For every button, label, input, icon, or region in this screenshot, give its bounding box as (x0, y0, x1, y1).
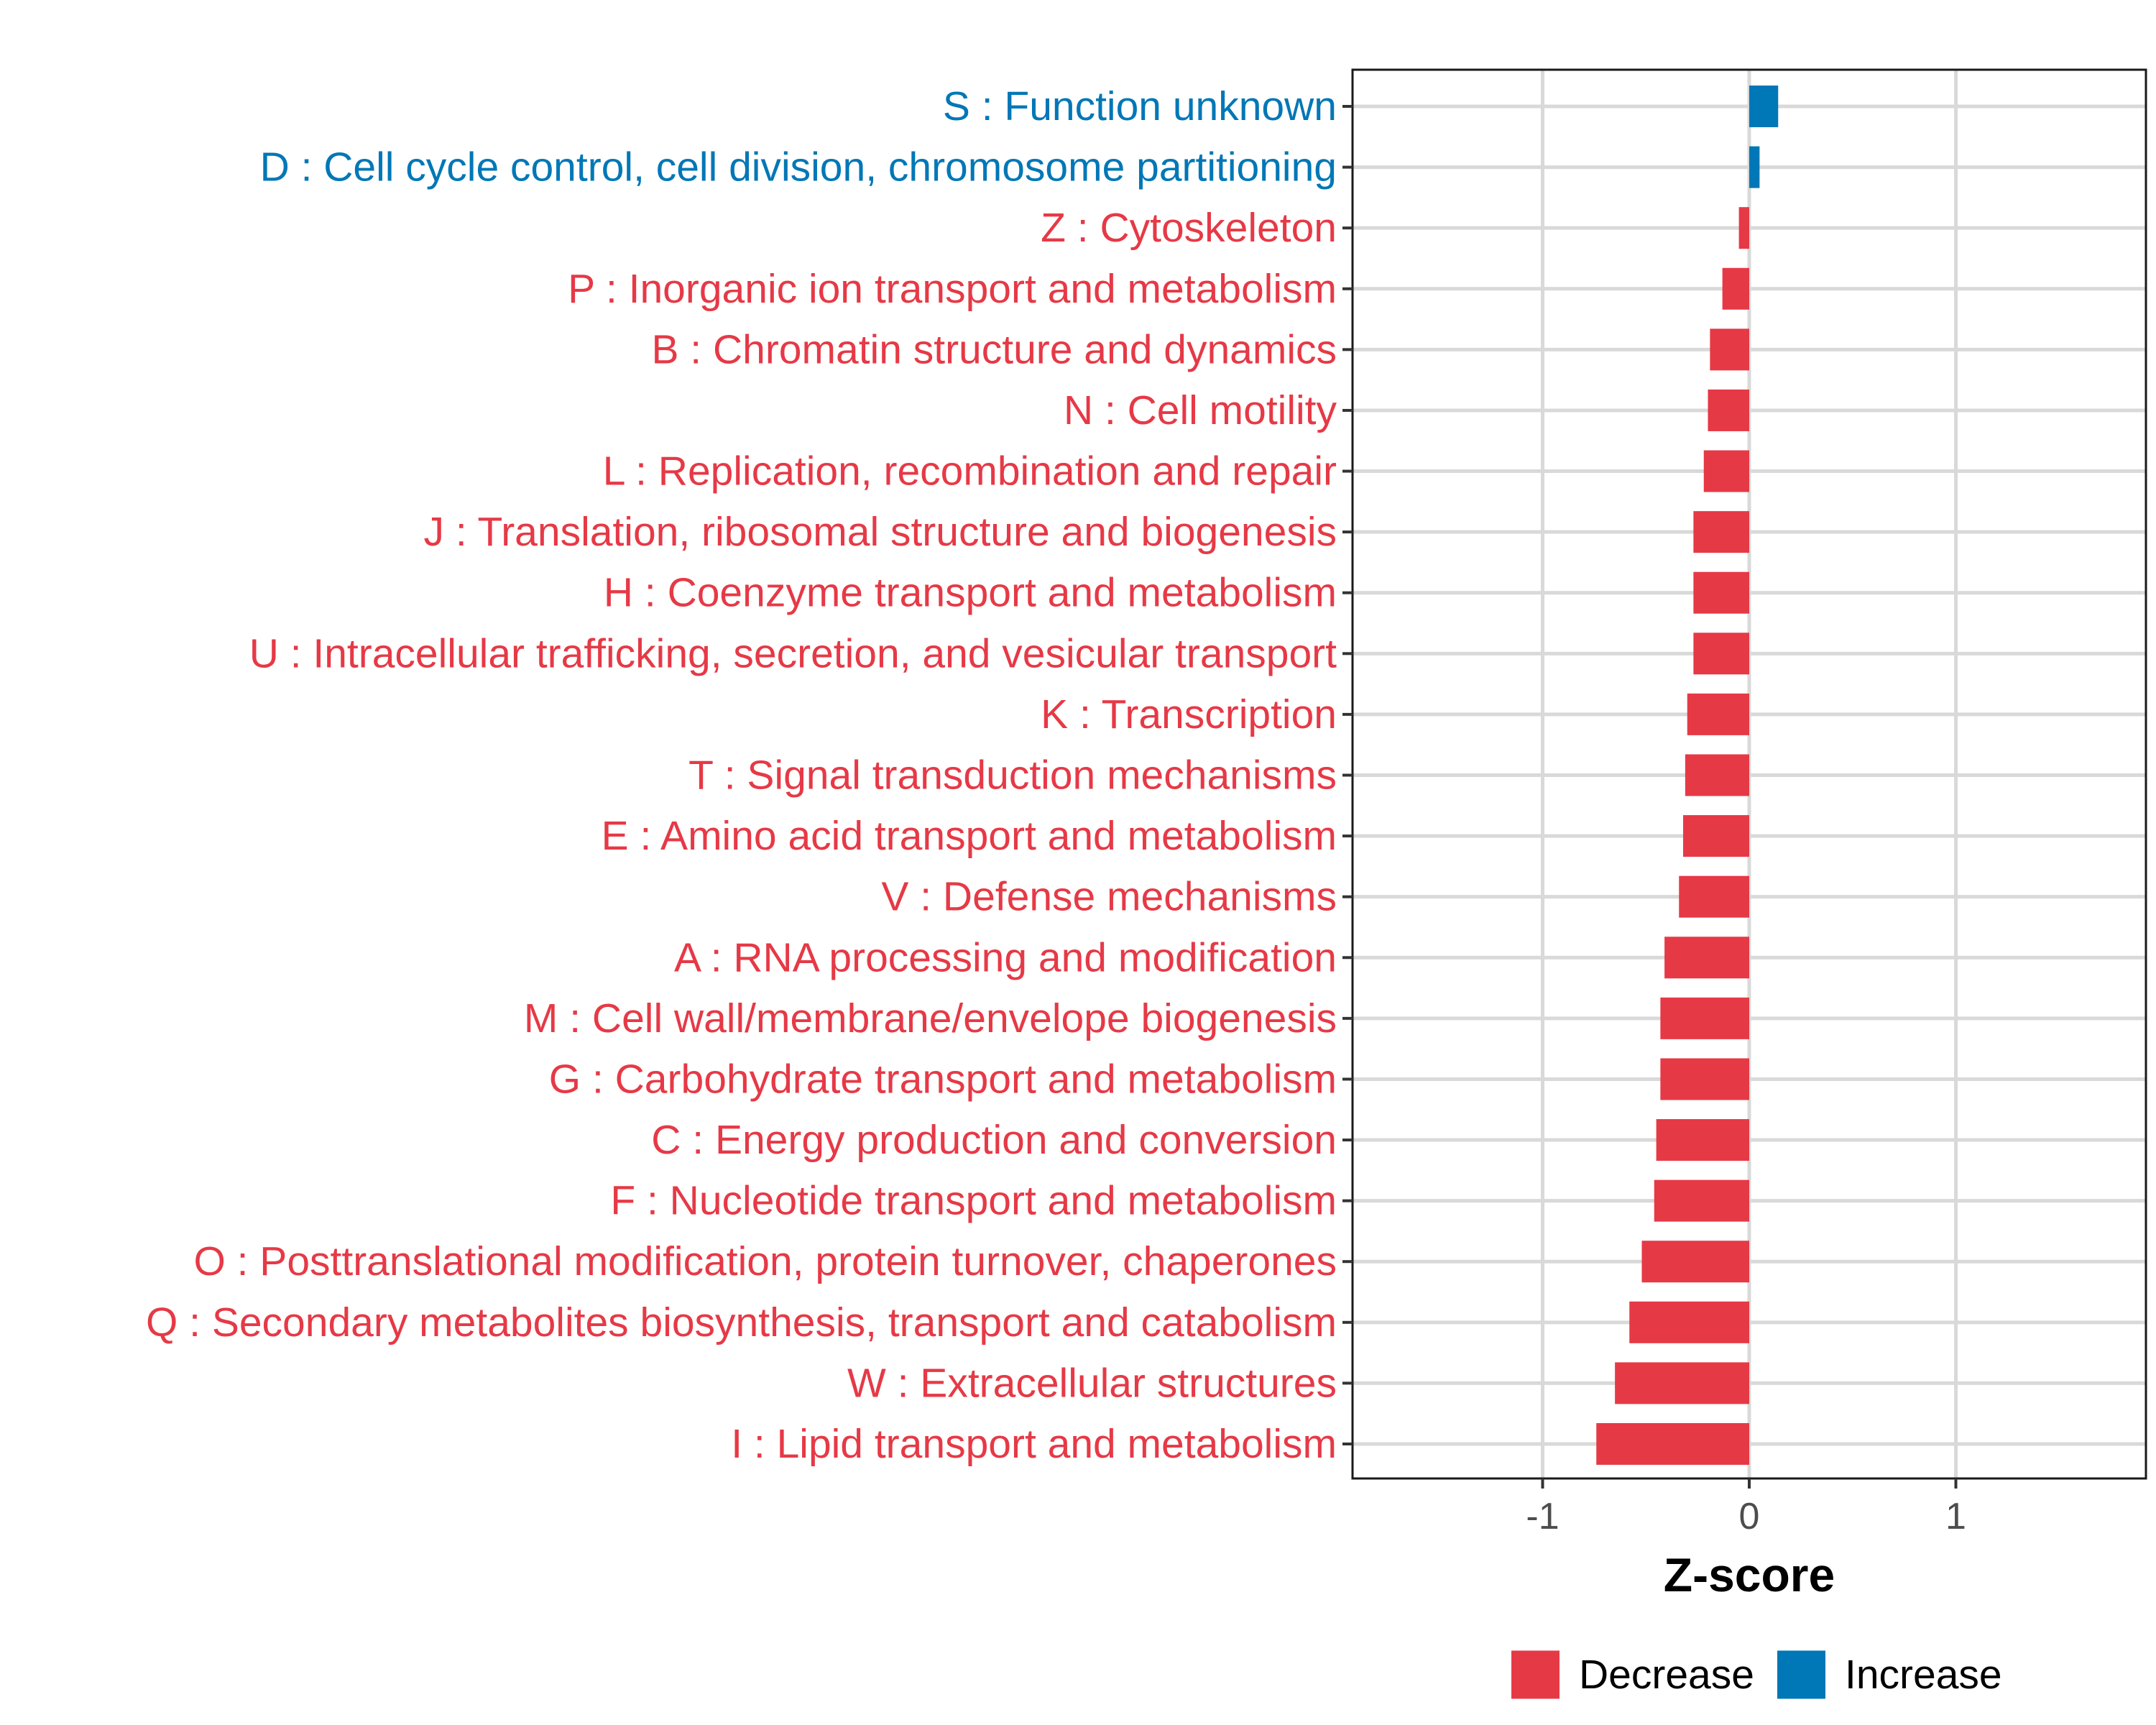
bar-b (1710, 328, 1749, 371)
bar-l (1703, 450, 1749, 492)
bar-u (1693, 632, 1749, 675)
y-tick-label: Z : Cytoskeleton (1041, 205, 1337, 251)
y-axis: S : Function unknown D : Cell cycle contr… (146, 83, 1353, 1467)
y-tick-label: O : Posttranslational modification, prot… (193, 1238, 1337, 1284)
legend-swatch-increase (1777, 1650, 1825, 1699)
bar-p (1722, 267, 1749, 310)
y-tick-label: F : Nucleotide transport and metabolism (610, 1178, 1337, 1224)
bar-q (1629, 1301, 1749, 1343)
bar-h (1693, 571, 1749, 614)
y-tick-label: J : Translation, ribosomal structure and… (424, 509, 1337, 555)
bar-layer (1596, 86, 1779, 1465)
bar-t (1685, 754, 1749, 796)
x-tick-label: 0 (1739, 1496, 1760, 1537)
x-tick-label: 1 (1945, 1496, 1966, 1537)
bar-n (1708, 389, 1749, 431)
legend: Decrease Increase (1511, 1650, 2002, 1699)
y-tick-label: H : Coenzyme transport and metabolism (604, 570, 1337, 616)
bar-z (1738, 207, 1749, 249)
x-tick-label: -1 (1526, 1496, 1559, 1537)
bar-a (1664, 937, 1749, 979)
bar-i (1596, 1423, 1749, 1465)
y-tick-label: V : Defense mechanisms (881, 874, 1337, 920)
bar-v (1679, 875, 1749, 918)
bar-w (1615, 1362, 1749, 1404)
y-tick-label: Q : Secondary metabolites biosynthesis, … (146, 1300, 1337, 1346)
y-tick-label: S : Function unknown (943, 83, 1337, 129)
y-tick-label: K : Transcription (1041, 691, 1337, 737)
y-tick-label: C : Energy production and conversion (651, 1117, 1337, 1163)
y-tick-label: G : Carbohydrate transport and metabolis… (549, 1056, 1337, 1102)
bar-m (1660, 997, 1749, 1039)
bar-j (1693, 511, 1749, 553)
y-tick-label: N : Cell motility (1064, 387, 1337, 433)
y-tick-label: E : Amino acid transport and metabolism (602, 813, 1337, 859)
y-tick-label: T : Signal transduction mechanisms (688, 753, 1337, 799)
bar-k (1687, 693, 1749, 735)
y-tick-label: A : RNA processing and modification (674, 934, 1337, 980)
y-tick-label: B : Chromatin structure and dynamics (651, 326, 1337, 372)
bar-c (1656, 1119, 1749, 1162)
y-tick-label: D : Cell cycle control, cell division, c… (260, 144, 1337, 190)
y-tick-label: U : Intracellular trafficking, secretion… (249, 630, 1337, 676)
bar-e (1683, 815, 1749, 857)
bar-g (1660, 1058, 1749, 1100)
bar-o (1641, 1241, 1749, 1283)
y-tick-label: W : Extracellular structures (847, 1360, 1337, 1406)
bar-f (1654, 1179, 1749, 1222)
x-axis: -1 0 1 (1526, 1478, 1966, 1537)
bar-s (1749, 86, 1779, 127)
legend-swatch-decrease (1511, 1650, 1560, 1699)
y-tick-label: P : Inorganic ion transport and metaboli… (568, 266, 1337, 312)
legend-label-decrease: Decrease (1579, 1652, 1754, 1698)
bar-d (1749, 146, 1760, 188)
legend-label-increase: Increase (1845, 1652, 2002, 1698)
y-tick-label: I : Lipid transport and metabolism (731, 1421, 1337, 1467)
y-tick-label: L : Replication, recombination and repai… (603, 448, 1337, 494)
x-axis-title: Z-score (1664, 1548, 1835, 1601)
y-tick-label: M : Cell wall/membrane/envelope biogenes… (524, 995, 1337, 1041)
